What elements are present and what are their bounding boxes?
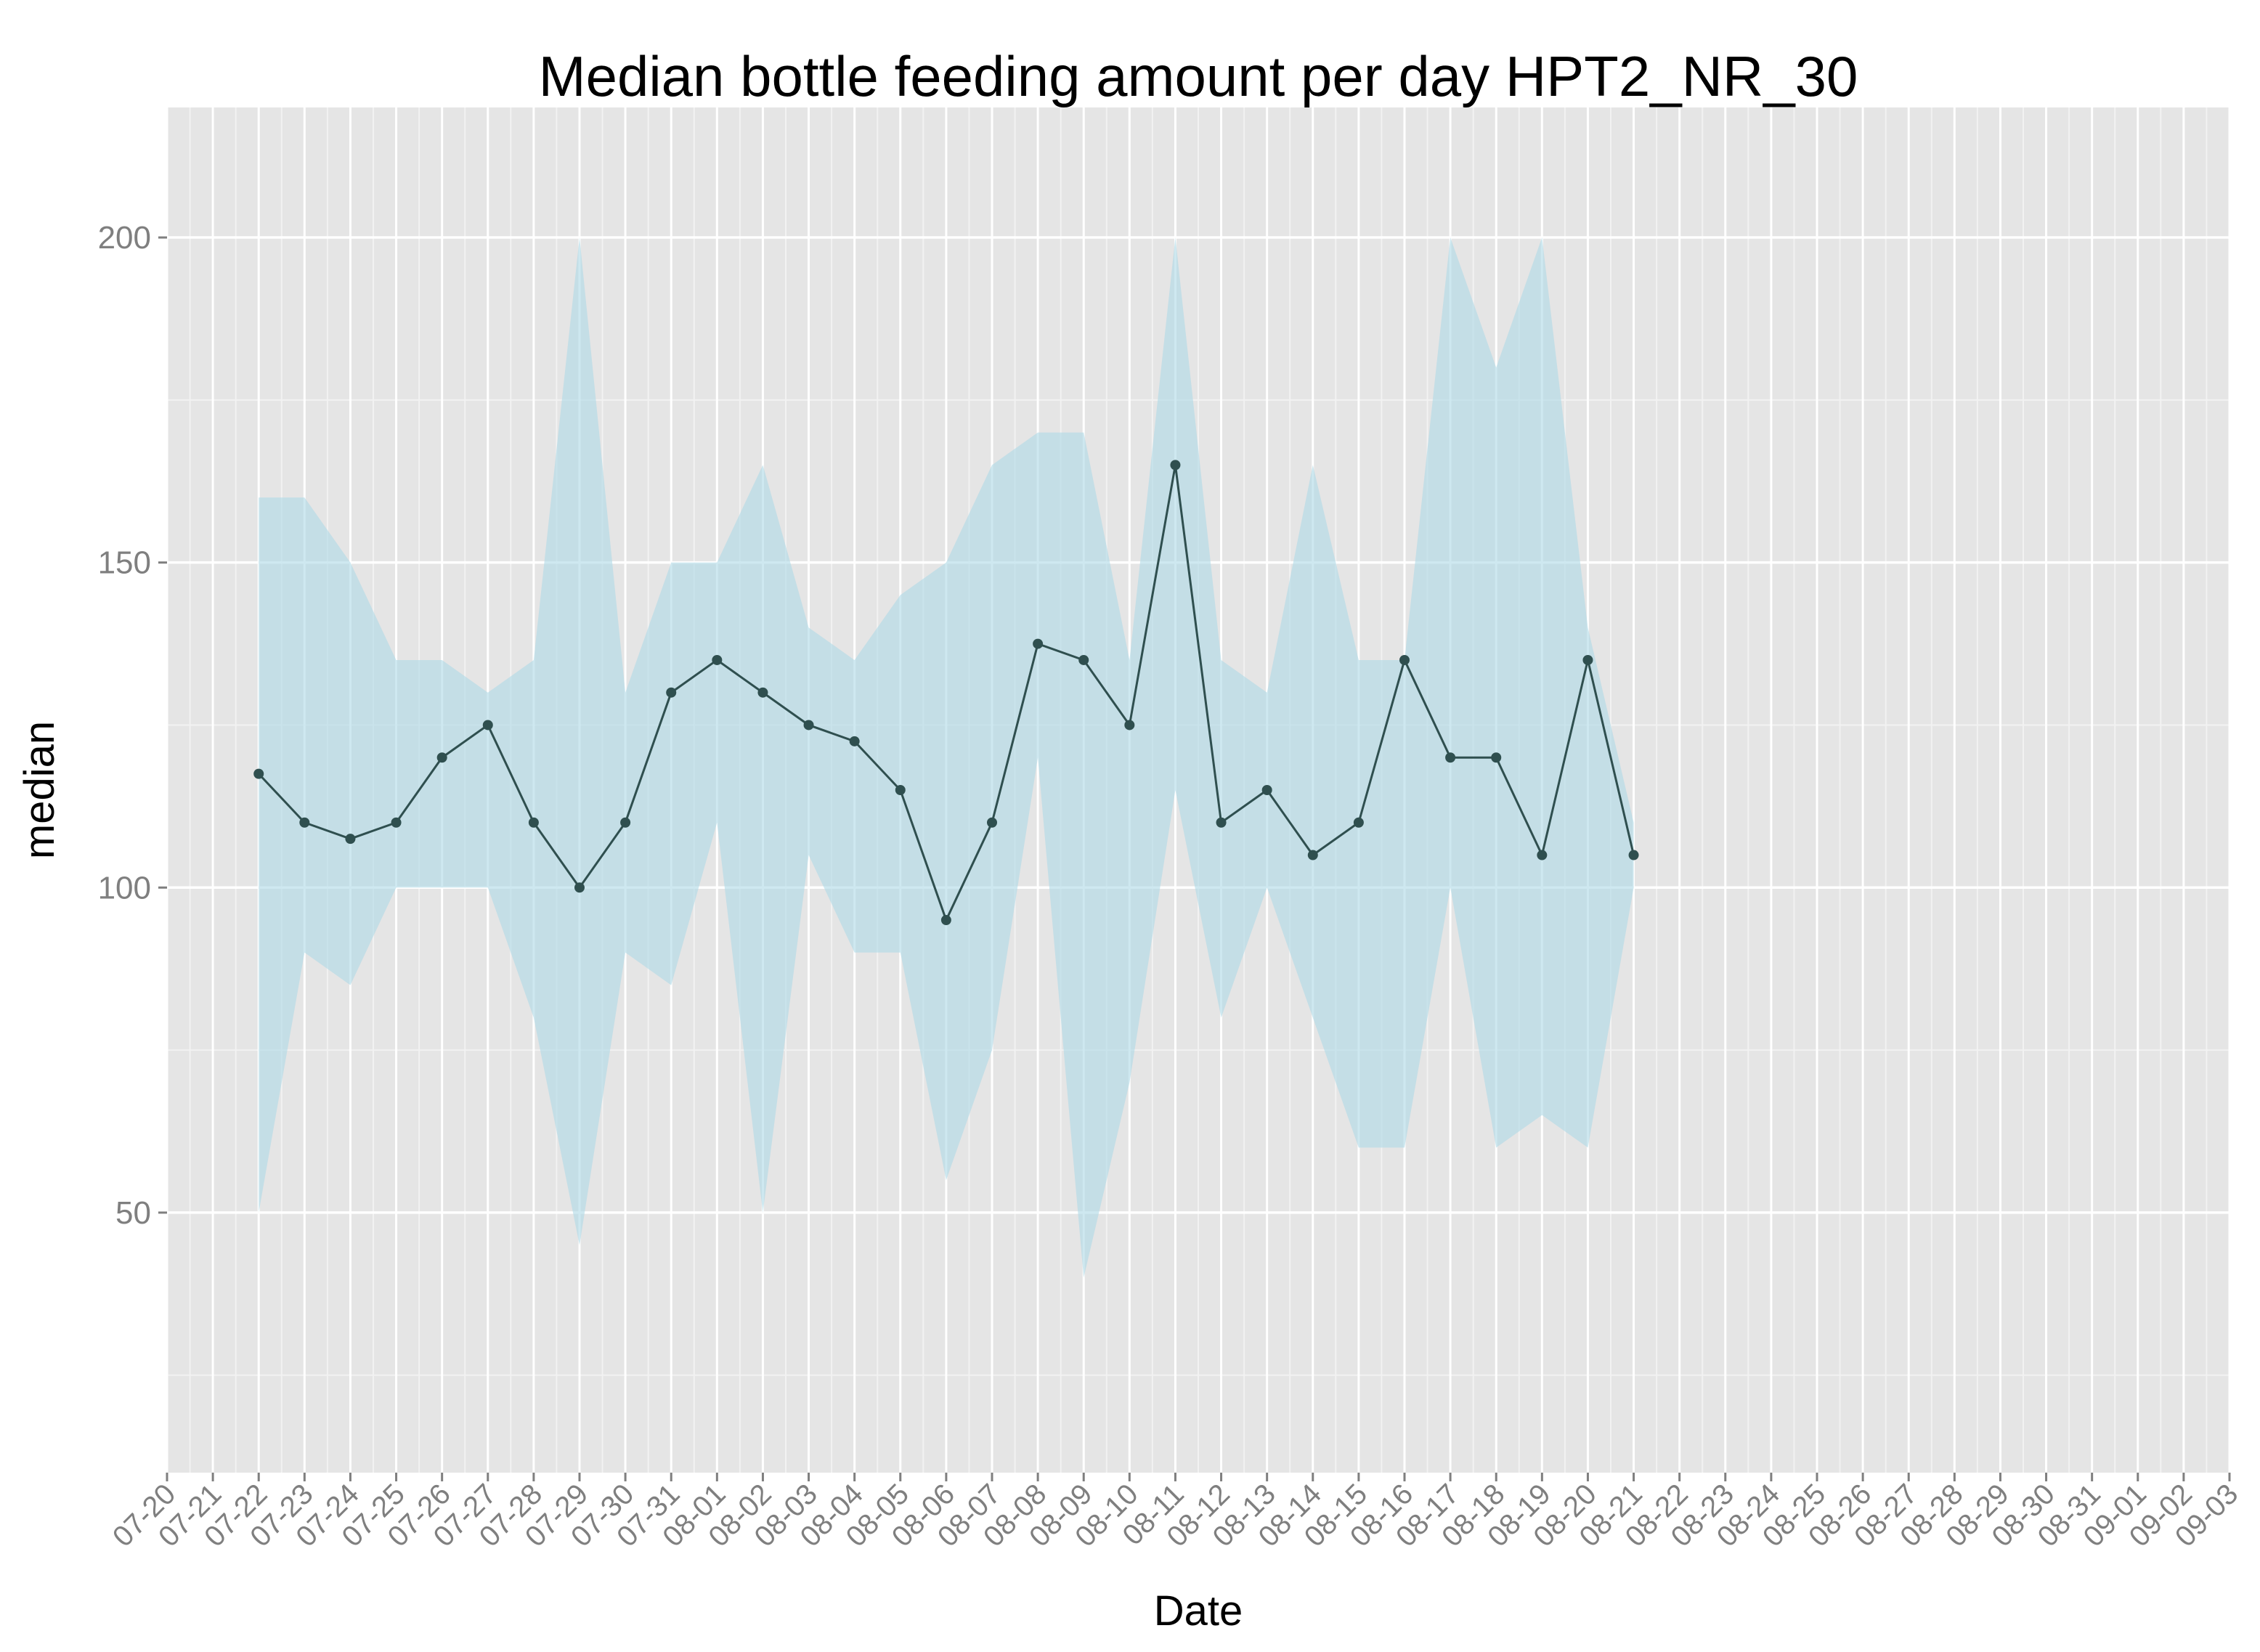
confidence-ribbon <box>259 237 1634 1278</box>
y-tick-label: 50 <box>115 1195 151 1231</box>
data-point-08-03 <box>803 720 814 731</box>
data-point-08-14 <box>1307 850 1318 860</box>
data-point-07-24 <box>345 834 356 845</box>
data-point-08-01 <box>712 654 723 665</box>
data-point-08-13 <box>1261 785 1272 795</box>
x-axis-title: Date <box>1154 1587 1243 1635</box>
data-point-08-21 <box>1628 850 1639 860</box>
data-point-08-06 <box>940 915 951 926</box>
data-point-08-08 <box>1033 638 1044 649</box>
data-point-08-11 <box>1170 460 1181 471</box>
data-point-08-20 <box>1582 654 1593 665</box>
data-point-07-27 <box>482 720 493 731</box>
data-point-07-30 <box>620 817 631 828</box>
y-tick-label: 150 <box>98 545 151 581</box>
data-point-07-31 <box>666 687 677 698</box>
data-point-07-25 <box>391 817 402 828</box>
data-point-08-10 <box>1124 720 1135 731</box>
y-axis: 50 100 150 200 <box>98 220 167 1231</box>
data-point-07-29 <box>574 882 585 893</box>
y-tick-label: 100 <box>98 870 151 906</box>
data-point-07-28 <box>528 817 539 828</box>
x-axis: 07-2007-2107-2207-2307-2407-2507-2607-27… <box>107 1473 2244 1553</box>
y-tick-label: 200 <box>98 220 151 256</box>
data-point-08-12 <box>1216 817 1227 828</box>
data-point-07-26 <box>436 752 447 763</box>
point-layer <box>253 460 1639 926</box>
data-point-08-05 <box>895 785 906 795</box>
y-axis-title: median <box>16 721 63 859</box>
data-point-08-18 <box>1491 752 1502 763</box>
data-point-08-16 <box>1399 654 1410 665</box>
data-point-07-23 <box>299 817 310 828</box>
data-point-08-02 <box>757 687 768 698</box>
data-point-08-09 <box>1078 654 1089 665</box>
data-point-08-07 <box>987 817 997 828</box>
data-point-07-22 <box>253 768 264 779</box>
data-point-08-17 <box>1445 752 1456 763</box>
data-point-08-04 <box>849 736 860 746</box>
data-point-08-19 <box>1537 850 1548 860</box>
chart-title: Median bottle feeding amount per day HPT… <box>539 44 1858 108</box>
ribbon-layer <box>259 237 1634 1278</box>
data-point-08-15 <box>1353 817 1364 828</box>
